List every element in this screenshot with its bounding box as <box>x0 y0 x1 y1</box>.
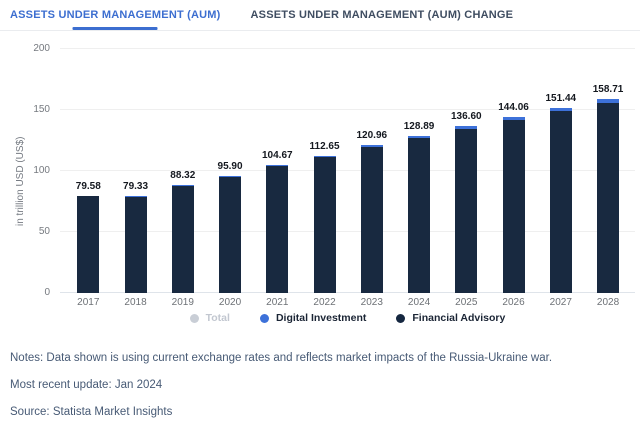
legend-dot-icon <box>396 313 406 323</box>
legend-dot-icon <box>189 313 199 323</box>
tab-bar: ASSETS UNDER MANAGEMENT (AUM) ASSETS UND… <box>0 0 640 31</box>
tab-aum[interactable]: ASSETS UNDER MANAGEMENT (AUM) <box>10 0 221 30</box>
bar-segment-financial-advisory[interactable] <box>597 103 620 293</box>
legend-item-total[interactable]: Total <box>189 312 230 324</box>
bar-segment-financial-advisory[interactable] <box>77 196 100 293</box>
tab-aum-change[interactable]: ASSETS UNDER MANAGEMENT (AUM) CHANGE <box>251 0 514 30</box>
tab-aum-change-label: ASSETS UNDER MANAGEMENT (AUM) CHANGE <box>250 9 514 21</box>
notes-section: Notes: Data shown is using current excha… <box>10 352 640 418</box>
notes-line: Notes: Data shown is using current excha… <box>10 352 553 364</box>
bar-segment-financial-advisory[interactable] <box>408 138 431 293</box>
tab-aum-label: ASSETS UNDER MANAGEMENT (AUM) <box>10 9 221 21</box>
bar-segment-digital-investment[interactable] <box>124 196 147 197</box>
bar-segment-financial-advisory[interactable] <box>502 120 525 293</box>
bar-segment-digital-investment[interactable] <box>455 126 478 129</box>
bar-value-label: 79.33 <box>123 181 149 192</box>
bar-2025[interactable]: 136.60 <box>451 49 482 293</box>
bar-segment-financial-advisory[interactable] <box>219 177 242 293</box>
x-axis-tick-label: 2021 <box>266 297 289 308</box>
y-axis-tick-label: 200 <box>33 43 50 54</box>
bar-segment-digital-investment[interactable] <box>171 185 194 186</box>
bar-segment-digital-investment[interactable] <box>502 117 525 120</box>
bar-value-label: 151.44 <box>545 93 577 104</box>
bar-segment-financial-advisory[interactable] <box>360 147 383 293</box>
y-axis-tick-label: 50 <box>38 226 50 237</box>
bar-2018[interactable]: 79.33 <box>123 49 148 293</box>
bar-value-label: 79.58 <box>75 181 101 192</box>
bar-segment-financial-advisory[interactable] <box>549 111 572 293</box>
bar-2020[interactable]: 95.90 <box>218 49 243 293</box>
bar-segment-digital-investment[interactable] <box>549 108 572 111</box>
bar-2017[interactable]: 79.58 <box>76 49 101 293</box>
bar-segment-financial-advisory[interactable] <box>455 129 478 293</box>
chart-area: in trillion USD (US$) 79.58 79.33 88.32 95.… <box>0 31 640 330</box>
bar-segment-digital-investment[interactable] <box>408 136 431 138</box>
bar-value-label: 144.06 <box>498 102 529 113</box>
legend-dot-icon <box>259 313 269 323</box>
y-axis-tick-label: 150 <box>33 104 50 115</box>
bar-2022[interactable]: 112.65 <box>310 49 340 293</box>
y-axis-tick-label: 0 <box>44 287 50 298</box>
x-axis-tick-label: 2019 <box>171 297 194 308</box>
bar-value-label: 95.90 <box>217 161 243 172</box>
plot-area: 79.58 79.33 88.32 95.90 104.67 112.65 120.96 12… <box>60 48 635 293</box>
bar-segment-digital-investment[interactable] <box>219 176 242 177</box>
x-axis-tick-label: 2026 <box>502 297 525 308</box>
bar-segment-financial-advisory[interactable] <box>124 197 147 293</box>
bar-segment-digital-investment[interactable] <box>313 156 336 157</box>
x-axis-tick-label: 2023 <box>360 297 383 308</box>
x-axis-tick-label: 2024 <box>407 297 431 308</box>
bar-segment-financial-advisory[interactable] <box>266 166 289 293</box>
gridline <box>60 292 635 293</box>
bar-2028[interactable]: 158.71 <box>593 49 623 293</box>
x-axis-tick-label: 2028 <box>596 297 620 308</box>
gridline <box>60 109 635 110</box>
x-axis-tick-label: 2022 <box>313 297 336 308</box>
bar-value-label: 128.89 <box>403 121 435 132</box>
x-axis-tick-label: 2027 <box>549 297 572 308</box>
legend-label: Digital Investment <box>275 312 367 324</box>
x-axis-tick-label: 2018 <box>124 297 147 308</box>
bar-segment-digital-investment[interactable] <box>597 99 620 103</box>
legend: Total Digital Investment Financial Advisor… <box>60 312 635 324</box>
bar-2019[interactable]: 88.32 <box>170 49 195 293</box>
gridline <box>60 231 635 232</box>
update-line: Most recent update: Jan 2024 <box>10 379 163 391</box>
bar-segment-digital-investment[interactable] <box>360 145 383 147</box>
x-axis-tick-label: 2017 <box>77 297 100 308</box>
bar-value-label: 120.96 <box>356 130 388 141</box>
gridline <box>60 48 635 49</box>
bar-value-label: 158.71 <box>592 84 624 95</box>
legend-label: Financial Advisory <box>412 312 506 324</box>
legend-item-digital-investment[interactable]: Digital Investment <box>259 312 367 324</box>
bar-value-label: 136.60 <box>451 111 482 122</box>
bar-segment-financial-advisory[interactable] <box>313 157 336 293</box>
legend-label: Total <box>205 312 230 324</box>
bar-2024[interactable]: 128.89 <box>404 49 434 293</box>
bar-value-label: 88.32 <box>170 170 196 181</box>
y-axis-tick-label: 100 <box>33 165 50 176</box>
bar-2023[interactable]: 120.96 <box>357 49 387 293</box>
bar-2027[interactable]: 151.44 <box>546 49 576 293</box>
gridline <box>60 170 635 171</box>
legend-item-financial-advisory[interactable]: Financial Advisory <box>396 312 505 324</box>
bar-2026[interactable]: 144.06 <box>498 49 529 293</box>
bar-segment-financial-advisory[interactable] <box>171 186 194 293</box>
bar-segment-digital-investment[interactable] <box>266 165 289 166</box>
y-axis-title: in trillion USD (US$) <box>15 136 26 226</box>
x-axis-tick-label: 2025 <box>455 297 478 308</box>
x-axis-tick-label: 2020 <box>218 297 242 308</box>
source-line: Source: Statista Market Insights <box>10 406 173 418</box>
bar-2021[interactable]: 104.67 <box>262 49 293 293</box>
bar-value-label: 112.65 <box>309 141 340 152</box>
bar-value-label: 104.67 <box>262 150 293 161</box>
